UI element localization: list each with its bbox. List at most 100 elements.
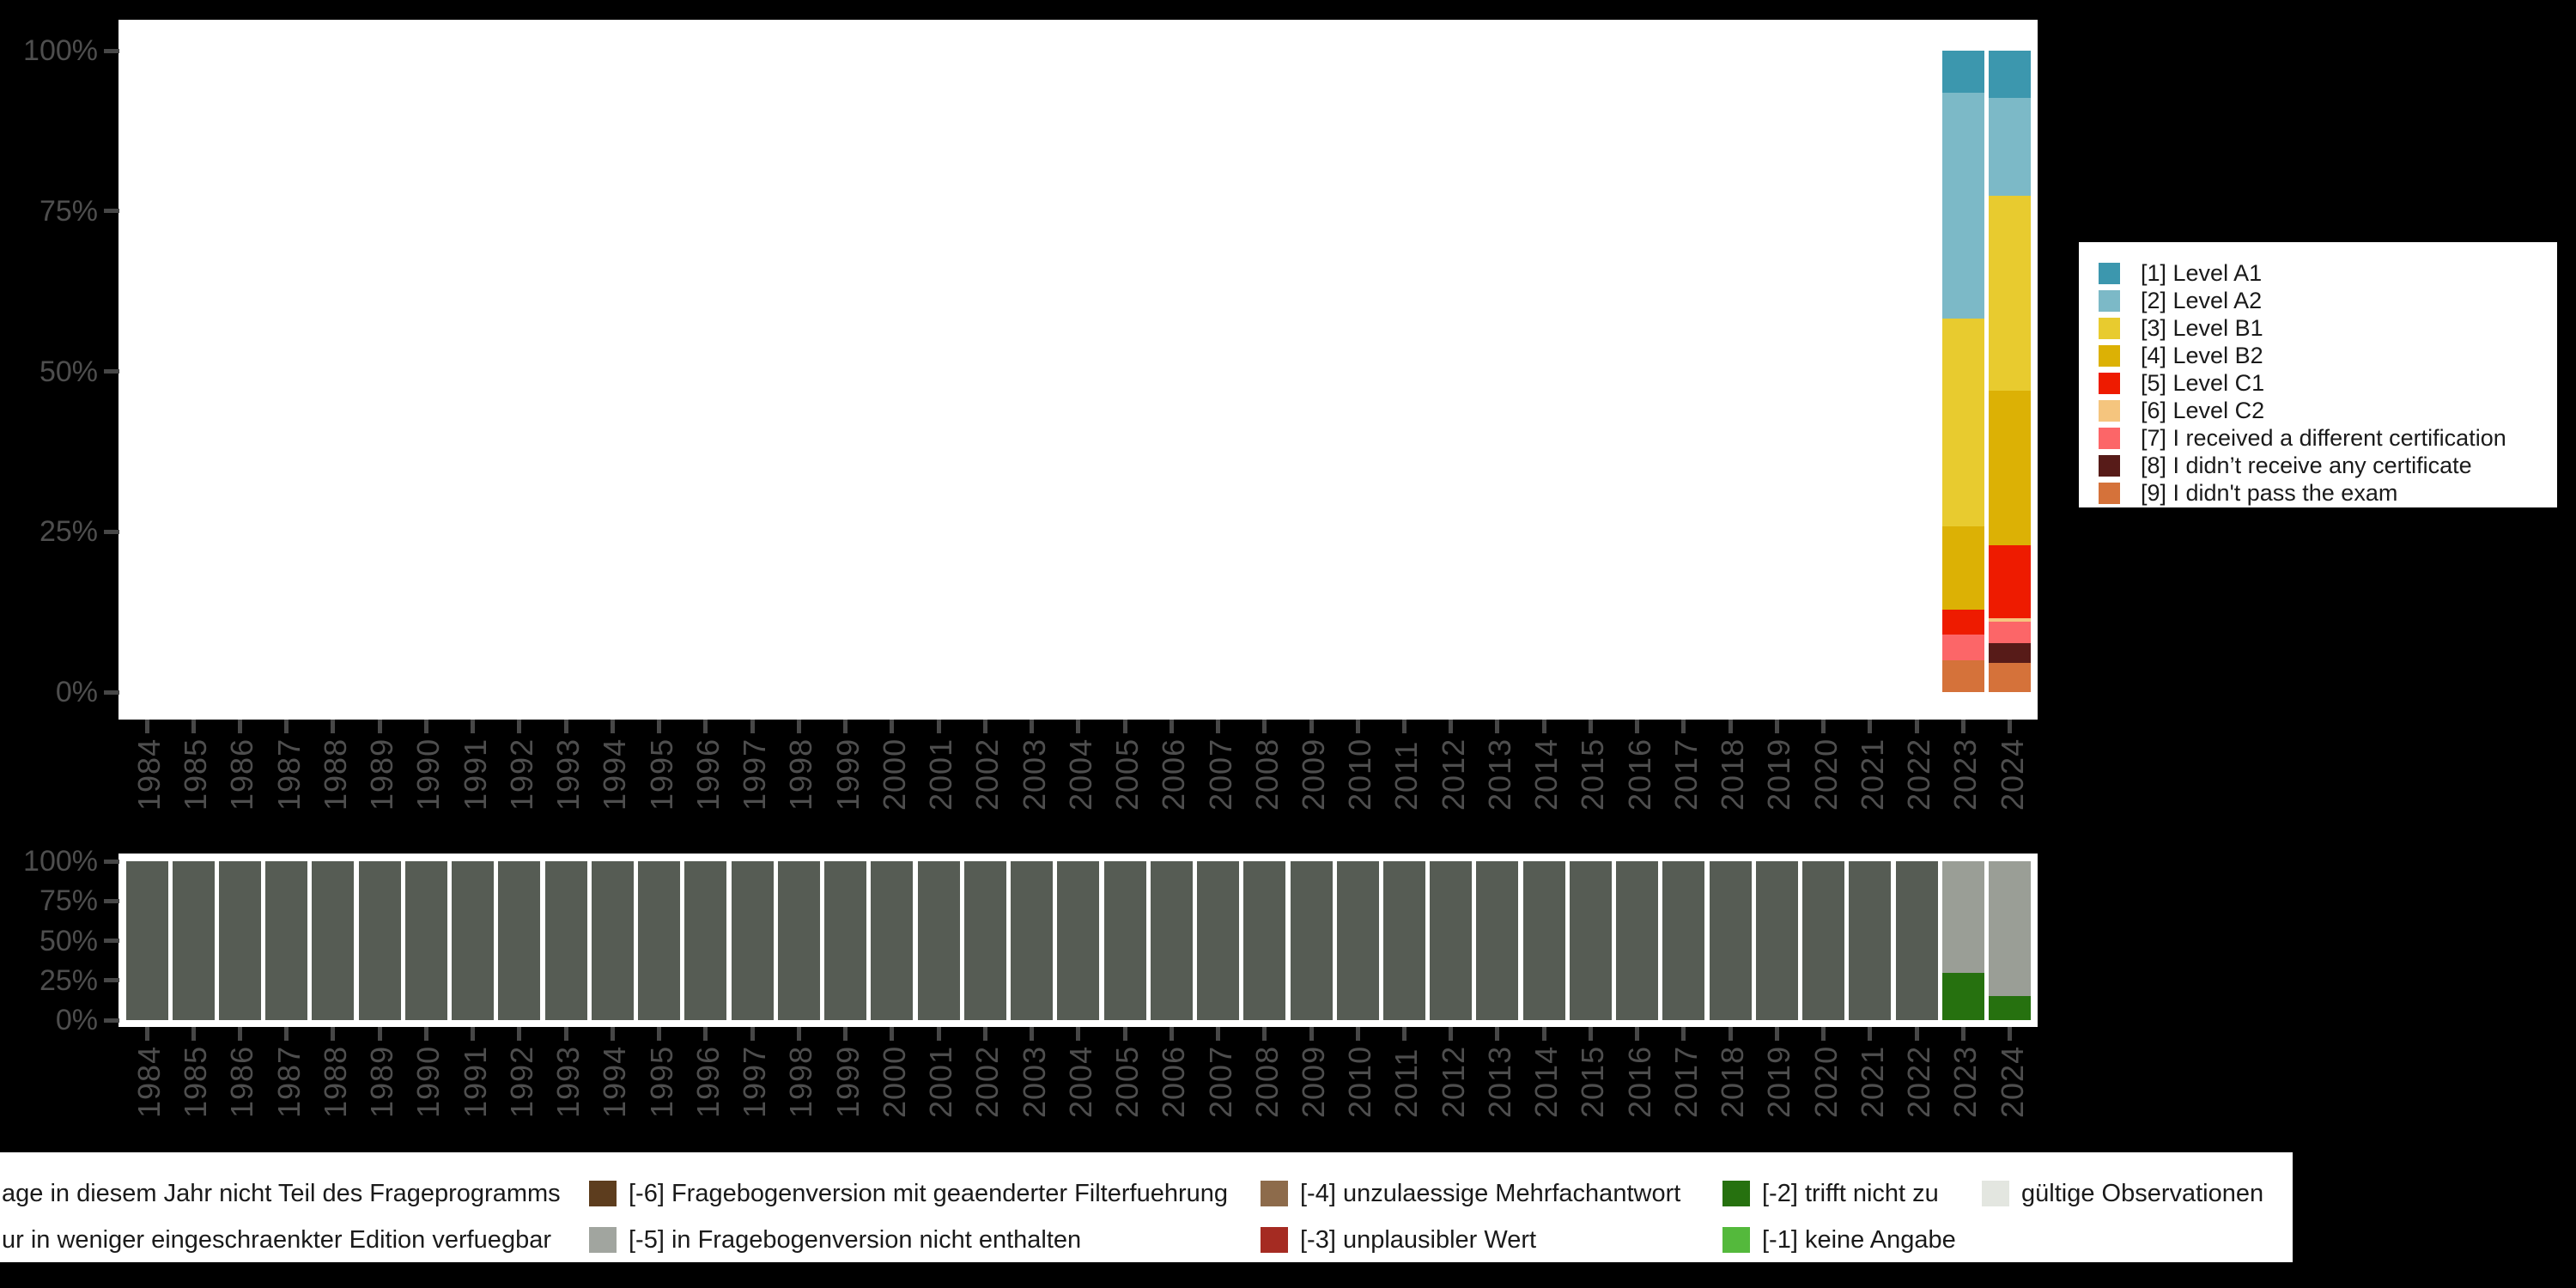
legend-item: [9] I didn't pass the exam xyxy=(2099,479,2557,507)
bar-2023-segment xyxy=(1941,634,1984,660)
x-axis-year-label: 1995 xyxy=(643,1045,679,1118)
x-tick xyxy=(843,1027,848,1041)
x-axis-year-label: 1998 xyxy=(783,1045,819,1118)
x-tick xyxy=(1635,1027,1640,1041)
x-axis-year-label: 1991 xyxy=(457,1045,493,1118)
bar-2024-segment xyxy=(1989,98,2032,196)
y-tick xyxy=(104,529,119,534)
bar-1987-segment xyxy=(265,861,308,1020)
bar-2024-segment xyxy=(1989,544,2032,619)
missing-legend-swatch xyxy=(1982,1181,2009,1206)
x-axis-year-label: 1993 xyxy=(550,1045,586,1118)
bar-1984-segment xyxy=(125,861,168,1020)
bar-2004-segment xyxy=(1057,861,1100,1020)
x-tick xyxy=(610,1027,615,1041)
bar-2018-segment xyxy=(1709,861,1752,1020)
x-axis-year-label: 1984 xyxy=(131,738,167,811)
bar-2022-segment xyxy=(1895,861,1938,1020)
x-tick xyxy=(796,1027,801,1041)
bar-2024-segment xyxy=(1989,195,2032,391)
bar-2016-segment xyxy=(1616,861,1659,1020)
legend-item: [6] Level C2 xyxy=(2099,397,2557,424)
x-tick xyxy=(1821,1027,1826,1041)
x-axis-year-label: 2006 xyxy=(1156,738,1192,811)
x-tick xyxy=(1076,1027,1081,1041)
missing-legend-label: [-2] trifft nicht zu xyxy=(1762,1179,1939,1207)
x-axis-year-label: 1997 xyxy=(737,738,773,811)
x-tick xyxy=(1821,720,1826,733)
x-axis-year-label: 2024 xyxy=(1994,738,2030,811)
legend-label: [4] Level B2 xyxy=(2141,342,2263,368)
missing-legend-item: gültige Observationen xyxy=(1982,1173,2263,1214)
x-axis-year-label: 1991 xyxy=(457,738,493,811)
x-axis-year-label: 1994 xyxy=(597,1045,633,1118)
x-axis-year-label: 1986 xyxy=(224,738,260,811)
bar-2001-segment xyxy=(917,861,960,1020)
legend-item: [4] Level B2 xyxy=(2099,342,2557,369)
bar-2023-segment xyxy=(1941,51,1984,94)
x-axis-year-label: 1984 xyxy=(131,1045,167,1118)
bar-2021-segment xyxy=(1849,861,1892,1020)
x-tick xyxy=(1774,720,1779,733)
legend-swatch xyxy=(2099,344,2120,367)
x-axis-year-label: 2009 xyxy=(1296,1045,1331,1118)
x-axis-year-label: 2013 xyxy=(1481,1045,1517,1118)
y-axis-label: 25% xyxy=(39,515,98,549)
bar-2024-segment xyxy=(1989,643,2032,664)
x-tick xyxy=(982,720,987,733)
missing-legend-label: [-6] Fragebogenversion mit geaenderter F… xyxy=(629,1179,1228,1207)
x-axis-year-label: 2014 xyxy=(1528,738,1564,811)
y-axis-label: 75% xyxy=(39,194,98,228)
x-tick xyxy=(1262,1027,1267,1041)
x-tick xyxy=(1588,1027,1593,1041)
x-tick xyxy=(1728,720,1733,733)
missing-legend-swatch xyxy=(589,1181,617,1206)
y-axis-label: 50% xyxy=(39,924,98,957)
bar-2008-segment xyxy=(1243,861,1286,1020)
bar-2000-segment xyxy=(871,861,914,1020)
x-axis-year-label: 2017 xyxy=(1668,738,1704,811)
bar-2009-segment xyxy=(1290,861,1333,1020)
bar-2024-segment xyxy=(1989,861,2032,997)
x-tick xyxy=(750,1027,755,1041)
x-tick xyxy=(1728,1027,1733,1041)
y-axis-label: 0% xyxy=(55,676,98,708)
x-tick xyxy=(1868,1027,1873,1041)
bar-2015-segment xyxy=(1569,861,1612,1020)
x-tick xyxy=(843,720,848,733)
legend-item: [5] Level C1 xyxy=(2099,369,2557,397)
legend-label: [2] Level A2 xyxy=(2141,287,2263,313)
x-tick xyxy=(237,1027,242,1041)
bar-2024-segment xyxy=(1989,996,2032,1020)
x-tick xyxy=(191,720,196,733)
x-axis-year-label: 2018 xyxy=(1715,738,1751,811)
x-tick xyxy=(284,1027,289,1041)
x-axis-year-label: 1986 xyxy=(224,1045,260,1118)
x-tick xyxy=(1169,720,1174,733)
x-axis-year-label: 1996 xyxy=(690,738,726,811)
x-axis-year-label: 1999 xyxy=(829,738,866,811)
x-axis-year-label: 2000 xyxy=(876,1045,912,1118)
x-axis-year-label: 2024 xyxy=(1994,1045,2030,1118)
x-axis-year-label: 1999 xyxy=(829,1045,866,1118)
missing-legend-label: [-4] unzulaessige Mehrfachantwort xyxy=(1300,1179,1681,1207)
x-tick xyxy=(377,1027,382,1041)
missing-legend-item: ur in weniger eingeschraenkter Edition v… xyxy=(2,1219,551,1261)
legend-swatch xyxy=(2099,482,2120,504)
missing-legend-item: [-6] Fragebogenversion mit geaenderter F… xyxy=(589,1173,1228,1214)
y-tick xyxy=(104,859,119,864)
x-tick xyxy=(703,1027,708,1041)
bar-2023-segment xyxy=(1941,526,1984,610)
x-axis-year-label: 1989 xyxy=(364,738,400,811)
x-tick xyxy=(2008,720,2013,733)
x-tick xyxy=(1122,720,1127,733)
bar-2024-segment xyxy=(1989,618,2032,622)
x-tick xyxy=(1541,1027,1546,1041)
x-tick xyxy=(471,720,476,733)
x-axis-year-label: 2016 xyxy=(1621,1045,1657,1118)
x-axis-year-label: 2008 xyxy=(1249,738,1285,811)
bar-2023-segment xyxy=(1941,861,1984,974)
x-tick xyxy=(890,720,895,733)
missing-legend-label: age in diesem Jahr nicht Teil des Fragep… xyxy=(2,1179,561,1207)
x-tick xyxy=(1355,1027,1360,1041)
